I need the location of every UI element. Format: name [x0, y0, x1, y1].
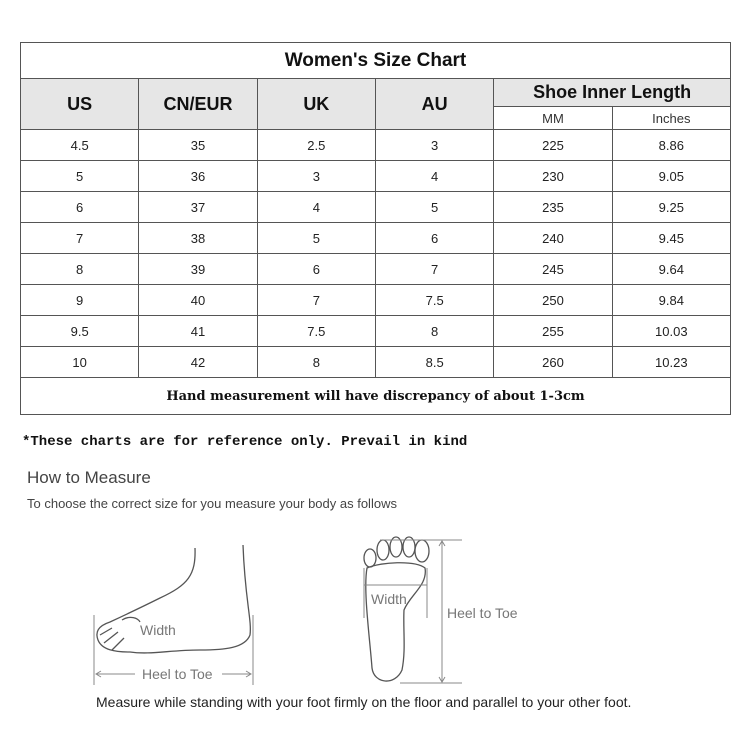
header-mm: MM — [493, 106, 613, 130]
table-row: 7 38 5 6 240 9.45 — [19, 222, 732, 254]
cell-au: 8.5 — [374, 346, 495, 378]
table-row: 4.5 35 2.5 3 225 8.86 — [19, 129, 732, 161]
cell-cn-eur: 37 — [138, 191, 258, 223]
header-uk: UK — [256, 78, 376, 130]
cell-inches: 9.25 — [611, 191, 732, 223]
table-row: 10 42 8 8.5 260 10.23 — [19, 346, 732, 378]
cell-us: 8 — [19, 253, 140, 285]
cell-cn-eur: 35 — [138, 129, 258, 161]
measure-instruction: Measure while standing with your foot fi… — [96, 694, 632, 710]
cell-au: 5 — [374, 191, 495, 223]
cell-inches: 9.45 — [611, 222, 732, 254]
sole-foot-illustration — [363, 536, 430, 682]
cell-uk: 5 — [256, 222, 376, 254]
cell-au: 4 — [374, 160, 495, 192]
cell-us: 6 — [19, 191, 140, 223]
cell-mm: 225 — [493, 129, 613, 161]
cell-uk: 6 — [256, 253, 376, 285]
cell-au: 7 — [374, 253, 495, 285]
cell-uk: 3 — [256, 160, 376, 192]
cell-inches: 9.05 — [611, 160, 732, 192]
cell-uk: 7.5 — [256, 315, 376, 347]
cell-mm: 240 — [493, 222, 613, 254]
size-chart-table: Women's Size Chart US CN/EUR UK AU Shoe … — [19, 42, 732, 415]
cell-mm: 235 — [493, 191, 613, 223]
cell-cn-eur: 38 — [138, 222, 258, 254]
cell-us: 10 — [19, 346, 140, 378]
table-row: 9 40 7 7.5 250 9.84 — [19, 284, 732, 316]
side-width-label: Width — [140, 622, 176, 638]
sole-width-label: Width — [371, 591, 407, 607]
cell-cn-eur: 40 — [138, 284, 258, 316]
header-shoe-inner-length: Shoe Inner Length — [493, 78, 731, 107]
table-row: 6 37 4 5 235 9.25 — [19, 191, 732, 223]
header-au: AU — [374, 78, 495, 130]
cell-inches: 10.03 — [611, 315, 732, 347]
cell-mm: 230 — [493, 160, 613, 192]
cell-us: 9.5 — [19, 315, 140, 347]
table-row: 8 39 6 7 245 9.64 — [19, 253, 732, 285]
table-row: 5 36 3 4 230 9.05 — [19, 160, 732, 192]
chart-title: Women's Size Chart — [20, 42, 731, 79]
how-to-measure-subtitle: To choose the correct size for you measu… — [27, 496, 397, 511]
cell-inches: 8.86 — [611, 129, 732, 161]
table-row: 9.5 41 7.5 8 255 10.03 — [19, 315, 732, 347]
sole-heel-to-toe-label: Heel to Toe — [447, 605, 518, 621]
side-heel-to-toe-label: Heel to Toe — [142, 666, 213, 682]
side-foot-illustration — [96, 544, 251, 654]
cell-inches: 9.64 — [611, 253, 732, 285]
reference-note: *These charts are for reference only. Pr… — [22, 434, 468, 450]
how-to-measure-title: How to Measure — [27, 468, 151, 487]
table-note: Hand measurement will have discrepancy o… — [20, 377, 731, 415]
cell-us: 5 — [19, 160, 140, 192]
